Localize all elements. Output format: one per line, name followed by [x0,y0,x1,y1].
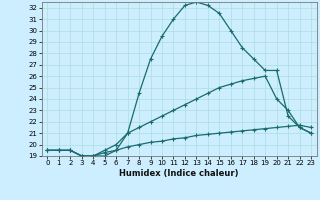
X-axis label: Humidex (Indice chaleur): Humidex (Indice chaleur) [119,169,239,178]
